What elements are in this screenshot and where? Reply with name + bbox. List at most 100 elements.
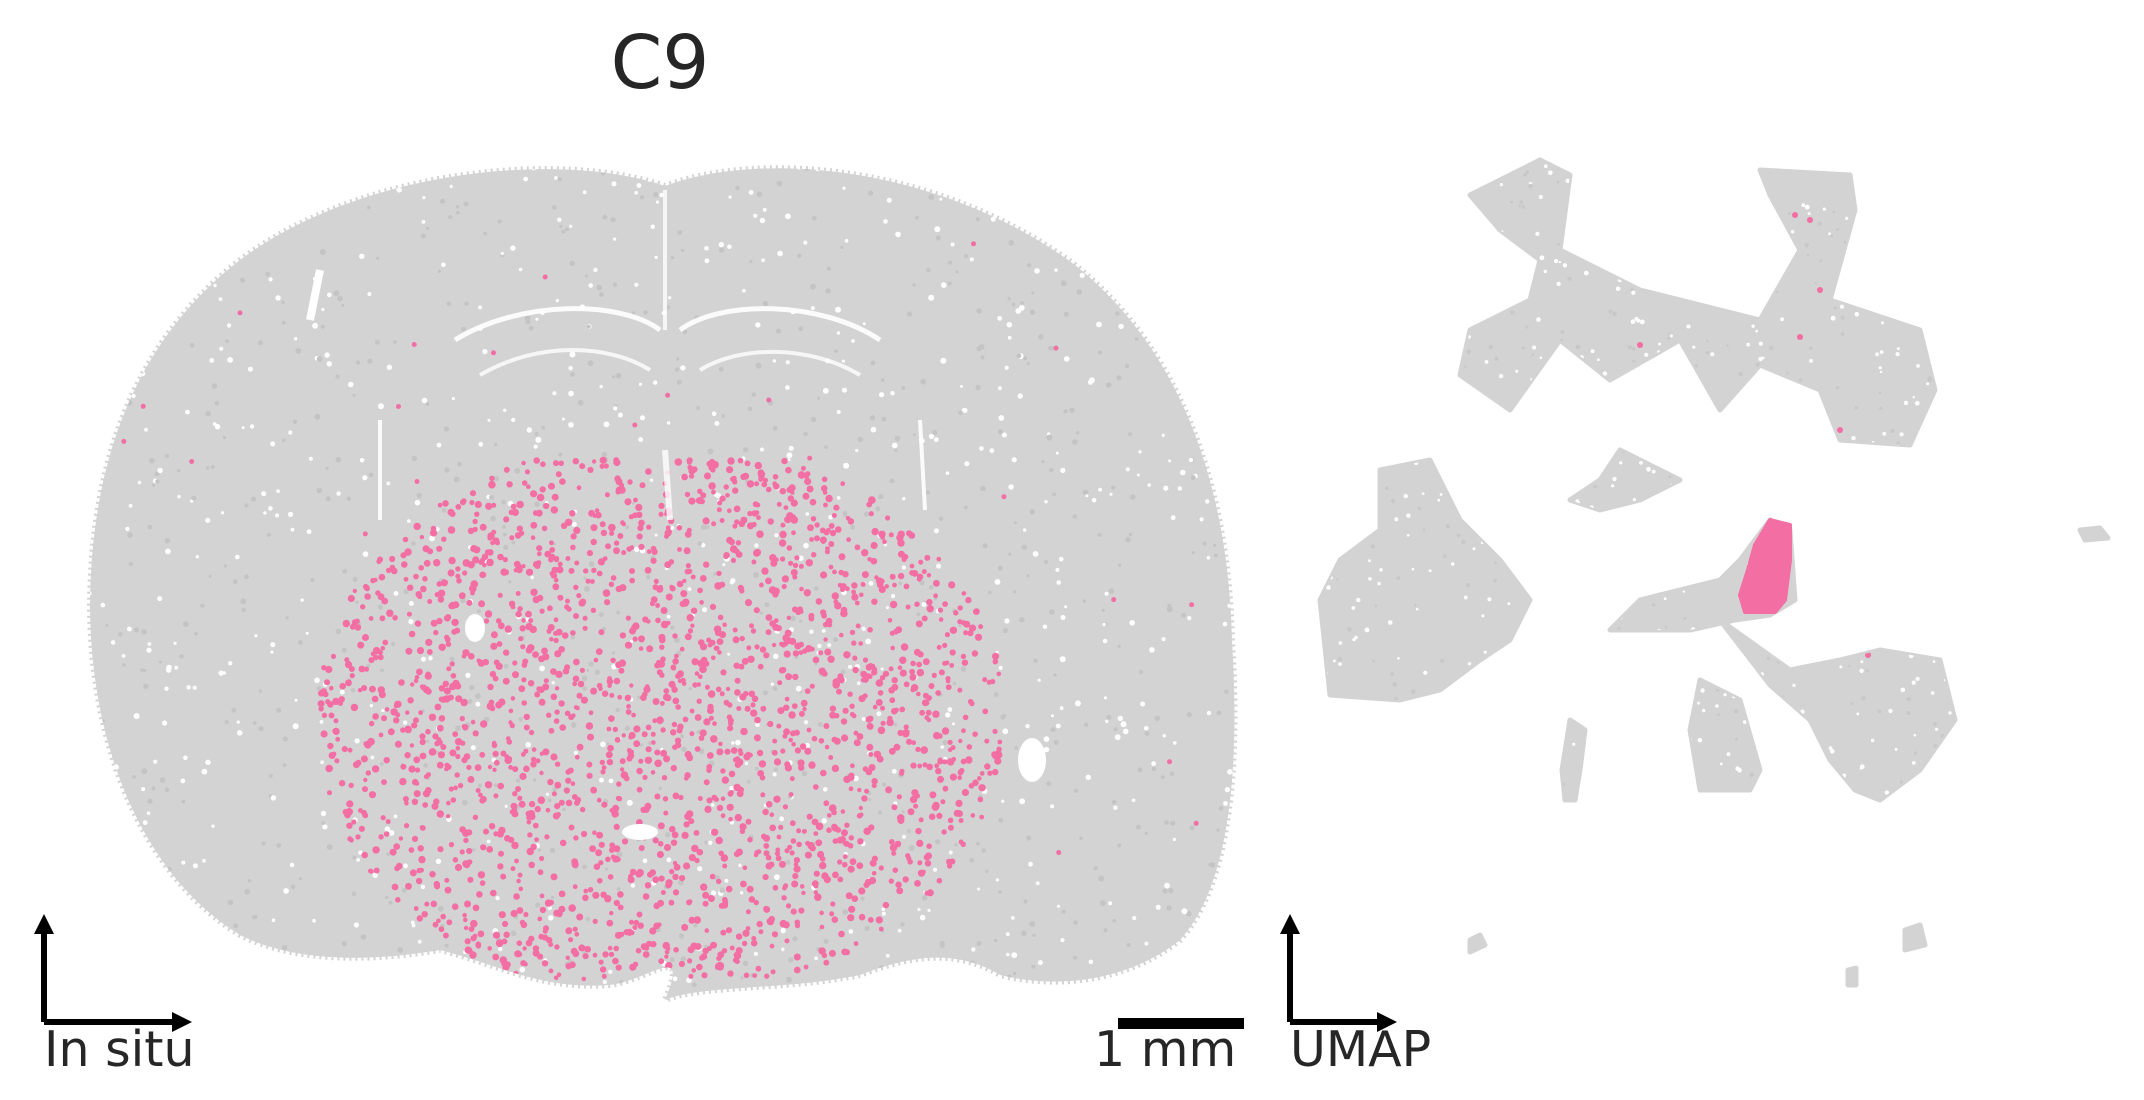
highlight-point [500, 873, 507, 880]
background-point [1225, 507, 1231, 513]
background-point [164, 453, 170, 459]
background-point [1945, 787, 1950, 792]
background-point [1910, 537, 1914, 540]
background-point [1105, 719, 1109, 724]
background-point [339, 689, 345, 695]
background-point [342, 568, 348, 574]
highlight-point [913, 648, 921, 656]
highlight-point [820, 609, 827, 616]
highlight-point [889, 573, 896, 580]
highlight-point [470, 919, 478, 928]
background-point [1218, 806, 1224, 811]
background-point [1541, 604, 1545, 608]
background-point [1616, 677, 1620, 681]
background-point [979, 446, 984, 451]
highlight-point [937, 607, 944, 613]
background-point [1461, 269, 1465, 274]
highlight-point [599, 463, 605, 469]
highlight-point [549, 540, 554, 546]
background-point [1397, 347, 1401, 351]
background-point [798, 555, 804, 561]
highlight-point [414, 675, 420, 680]
background-point [1390, 160, 1395, 164]
background-point [435, 858, 442, 864]
highlight-point [908, 532, 915, 539]
background-point [682, 329, 688, 335]
highlight-point [516, 907, 524, 914]
highlight-point [877, 690, 884, 696]
highlight-point [582, 615, 588, 621]
background-point [1194, 396, 1201, 403]
background-point [208, 574, 212, 578]
background-point [282, 736, 288, 742]
highlight-point [348, 666, 355, 672]
highlight-point [735, 848, 744, 856]
highlight-point [341, 746, 348, 753]
highlight-point [994, 757, 1002, 765]
background-point [1583, 270, 1589, 276]
background-point [1519, 200, 1524, 205]
background-point [393, 340, 397, 344]
background-point [1767, 240, 1773, 245]
background-point [1368, 724, 1373, 730]
background-point [1852, 543, 1856, 547]
background-point [1646, 466, 1651, 472]
highlight-point [843, 840, 850, 847]
highlight-point [924, 860, 932, 867]
background-point [1063, 409, 1068, 414]
background-point [1583, 546, 1588, 551]
background-point [268, 773, 273, 778]
highlight-point [644, 802, 652, 810]
highlight-point [965, 596, 972, 604]
highlight-point [853, 730, 859, 736]
highlight-point [697, 587, 703, 594]
background-point [1032, 933, 1036, 938]
background-point [118, 204, 124, 209]
highlight-point [649, 600, 656, 607]
background-point [727, 652, 731, 656]
highlight-point [528, 729, 535, 736]
highlight-point [568, 824, 575, 831]
background-point [191, 495, 197, 501]
background-point [1691, 684, 1696, 689]
highlight-point [958, 738, 963, 744]
background-point [1369, 400, 1375, 406]
highlight-point [551, 573, 558, 579]
background-point [1932, 722, 1937, 727]
background-point [1761, 228, 1766, 233]
highlight-point [519, 625, 526, 632]
background-point [1639, 460, 1643, 465]
background-point [1331, 738, 1337, 743]
highlight-point [857, 838, 864, 845]
background-point [205, 410, 211, 417]
background-point [1161, 241, 1166, 245]
background-point [1020, 300, 1024, 305]
background-point [1397, 657, 1400, 660]
background-point [1098, 875, 1105, 882]
highlight-point [1637, 342, 1643, 348]
background-point [141, 768, 148, 775]
background-point [997, 565, 1003, 571]
highlight-point [811, 880, 819, 888]
highlight-point [553, 617, 559, 623]
highlight-point [937, 775, 944, 783]
highlight-point [804, 688, 811, 694]
highlight-point [497, 782, 505, 790]
background-point [828, 514, 833, 520]
background-point [1052, 492, 1056, 497]
background-point [1130, 494, 1136, 500]
background-point [1911, 680, 1916, 685]
highlight-point [532, 651, 539, 658]
background-point [539, 665, 545, 672]
background-point [1750, 688, 1755, 693]
highlight-point [852, 666, 859, 674]
background-point [848, 664, 853, 669]
highlight-point [436, 545, 443, 552]
background-point [955, 270, 959, 274]
background-point [786, 976, 792, 983]
background-point [945, 471, 950, 475]
background-point [502, 524, 506, 529]
highlight-point [361, 851, 369, 859]
background-point [391, 642, 396, 647]
background-point [1391, 498, 1396, 504]
